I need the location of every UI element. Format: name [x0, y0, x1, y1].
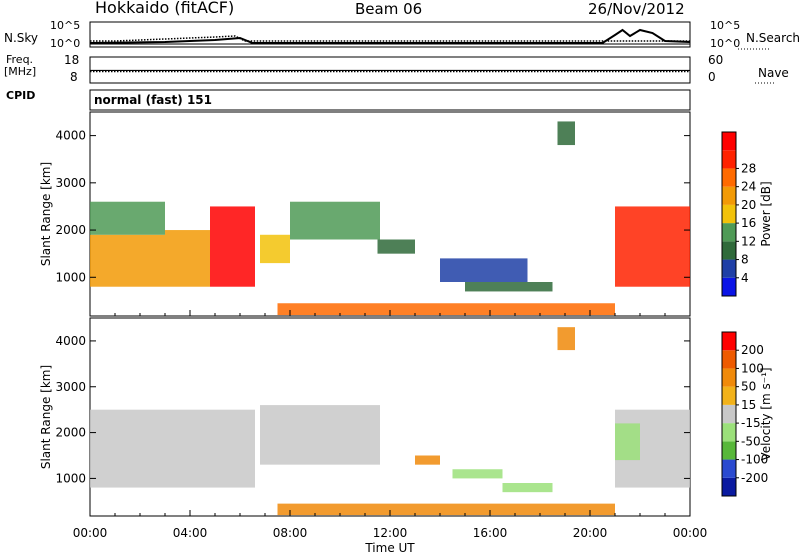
velocity-colorbar-bin-1 [722, 459, 736, 478]
time-tick-label-4: 16:00 [473, 526, 508, 540]
power-region-4 [260, 234, 290, 264]
time-tick-label-6: 00:00 [673, 526, 708, 540]
date-title: 26/Nov/2012 [588, 0, 685, 18]
velocity-ytick-label-2: 3000 [55, 380, 86, 394]
time-tick-label-2: 08:00 [273, 526, 308, 540]
velocity-ytick-label-3: 4000 [55, 334, 86, 348]
power-region-3 [210, 206, 255, 287]
power-region-8 [465, 282, 553, 292]
noise-left-tick-top: 10^5 [50, 19, 81, 32]
nave-label: Nave [758, 66, 789, 80]
power-colorbar-label-2: 12 [741, 234, 756, 248]
velocity-colorbar-label-2: 50 [741, 380, 756, 394]
power-ytick-label-3: 4000 [55, 129, 86, 143]
velocity-region-0 [90, 409, 255, 488]
time-tick-label-0: 00:00 [73, 526, 108, 540]
velocity-colorbar-bin-4 [722, 404, 736, 424]
velocity-region-3 [452, 469, 503, 479]
velocity-colorbar-bin-7 [722, 350, 736, 369]
velocity-colorbar-label-6: -100 [741, 453, 768, 467]
velocity-colorbar-label-5: -50 [741, 434, 761, 448]
velocity-region-1 [260, 405, 380, 465]
velocity-colorbar-bin-0 [722, 477, 736, 496]
velocity-colorbar-label-7: -200 [741, 471, 768, 485]
velocity-colorbar-bin-6 [722, 368, 736, 387]
freq-label-line1: Freq. [6, 53, 34, 66]
power-ytick-label-2: 3000 [55, 176, 86, 190]
power-region-9 [557, 121, 575, 146]
time-tick-label-5: 20:00 [573, 526, 608, 540]
nsearch-line [89, 28, 691, 44]
cpid-panel-frame [89, 89, 691, 111]
velocity-ytick-label-1: 2000 [55, 426, 86, 440]
power-colorbar-bin-4 [722, 204, 736, 224]
velocity-colorbar-label-3: 15 [741, 398, 756, 412]
noise-right-tick-top: 10^5 [710, 19, 741, 32]
power-colorbar-bin-3 [722, 223, 736, 242]
power-colorbar-bin-6 [722, 168, 736, 187]
velocity-colorbar-label-4: -15 [741, 416, 761, 430]
velocity-colorbar-label-1: 100 [741, 361, 764, 375]
station-title: Hokkaido (fitACF) [95, 0, 235, 17]
noise-left-tick-bottom: 10^0 [50, 37, 81, 50]
velocity-region-4 [502, 483, 553, 493]
freq-tick-bottom: 8 [70, 70, 78, 84]
nave-tick-bottom: 0 [708, 70, 716, 84]
cpid-value: normal (fast) 151 [94, 93, 212, 107]
noise-right-tick-bottom: 10^0 [710, 37, 741, 50]
power-region-0 [90, 234, 165, 287]
power-colorbar-bin-2 [722, 241, 736, 260]
power-ylabel: Slant Range [km] [39, 162, 53, 266]
power-ytick-label-1: 2000 [55, 223, 86, 237]
power-colorbar-label-0: 4 [741, 271, 749, 285]
velocity-region-7 [615, 423, 640, 461]
nsearch-label: N.Search [746, 31, 800, 45]
power-colorbar-label-6: 28 [741, 161, 756, 175]
power-region-10 [615, 206, 690, 287]
power-colorbar-label-5: 24 [741, 180, 756, 194]
velocity-colorbar-frame [721, 331, 737, 497]
velocity-colorbar-bin-5 [722, 386, 736, 405]
velocity-colorbar-bin-8 [722, 332, 736, 351]
noise-panel-frame [89, 21, 691, 48]
freq-label-line2: [MHz] [4, 65, 37, 78]
nave-tick-top: 60 [708, 53, 724, 67]
freq-tick-top: 18 [64, 53, 80, 67]
power-region-7 [440, 258, 528, 282]
velocity-colorbar-label-0: 200 [741, 343, 764, 357]
power-colorbar-bin-8 [722, 132, 736, 151]
power-colorbar-title: Power [dB] [759, 181, 773, 246]
nsky-label: N.Sky [4, 31, 39, 45]
power-region-6 [377, 239, 415, 254]
velocity-region-2 [415, 455, 440, 465]
power-colorbar-frame [721, 131, 737, 297]
nsky-line [90, 35, 690, 42]
power-colorbar-label-4: 20 [741, 198, 756, 212]
cpid-label: CPID [6, 89, 36, 102]
power-colorbar-bin-7 [722, 150, 736, 169]
power-colorbar-bin-5 [722, 186, 736, 205]
power-colorbar-label-3: 16 [741, 216, 756, 230]
power-region-2 [165, 230, 210, 287]
time-axis-label: Time UT [364, 541, 415, 554]
power-region-11 [277, 303, 615, 316]
velocity-region-5 [557, 327, 575, 351]
power-ytick-label-0: 1000 [55, 270, 86, 284]
power-colorbar-label-1: 8 [741, 253, 749, 267]
time-tick-label-3: 12:00 [373, 526, 408, 540]
velocity-colorbar-title: Velocity [m s⁻¹] [759, 367, 773, 460]
velocity-region-8 [277, 503, 615, 516]
velocity-colorbar-bin-2 [722, 441, 736, 460]
power-colorbar-bin-0 [722, 277, 736, 296]
beam-title: Beam 06 [355, 0, 423, 18]
power-region-1 [90, 201, 165, 235]
velocity-ylabel: Slant Range [km] [39, 365, 53, 469]
velocity-colorbar-bin-3 [722, 423, 736, 442]
power-region-5 [290, 201, 380, 240]
power-colorbar-bin-1 [722, 259, 736, 278]
velocity-ytick-label-0: 1000 [55, 471, 86, 485]
time-tick-label-1: 04:00 [173, 526, 208, 540]
